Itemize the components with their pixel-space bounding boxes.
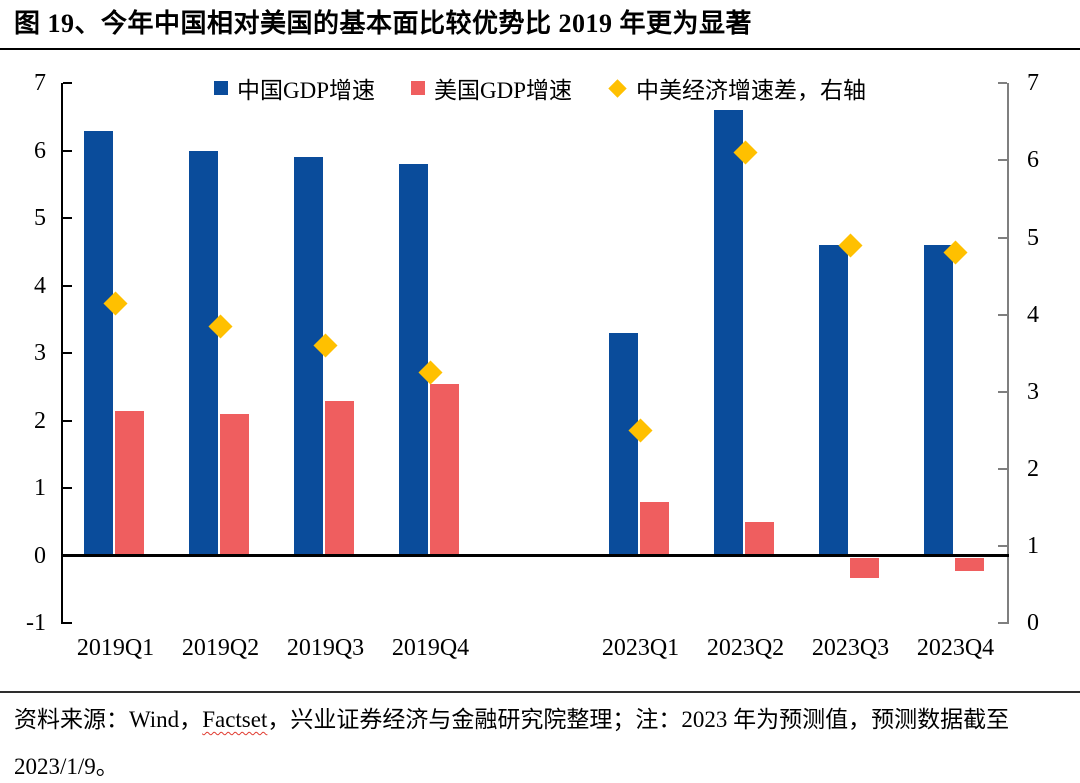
x-axis-label: 2019Q1	[76, 635, 155, 661]
right-axis-tick-label: 6	[1027, 147, 1039, 173]
left-axis-tick-label: 2	[34, 407, 46, 434]
china-gdp-swatch-icon	[213, 81, 228, 95]
x-axis-label: 2023Q1	[601, 635, 680, 661]
china-gdp-bar	[924, 245, 953, 556]
right-axis-tick	[998, 622, 1007, 624]
zero-line	[61, 554, 1009, 557]
growth-gap-legend-label: 中美经济增速差，右轴	[636, 78, 867, 103]
right-axis-tick	[998, 467, 1007, 470]
left-axis-tick-label: 1	[34, 475, 46, 501]
right-axis-tick-label: 5	[1027, 224, 1039, 251]
china-gdp-bar	[84, 130, 113, 556]
source-note-factset: Factset	[202, 707, 268, 732]
x-axis-label: 2023Q4	[916, 635, 995, 661]
source-note-prefix: 资料来源：Wind，	[14, 707, 203, 732]
chart-legend: 中国GDP增速 美国GDP增速 中美经济增速差，右轴	[0, 71, 1080, 105]
us-gdp-legend-label: 美国GDP增速	[434, 78, 573, 103]
right-axis-tick-label: 7	[1027, 70, 1039, 96]
china-gdp-bar	[399, 164, 428, 556]
us-gdp-bar	[850, 557, 879, 578]
legend-item-us-gdp: 美国GDP增速	[411, 71, 572, 105]
legend-item-china-gdp: 中国GDP增速	[213, 71, 375, 105]
us-gdp-bar	[955, 557, 984, 571]
left-axis-line	[61, 83, 63, 624]
right-axis-tick-label: 2	[1027, 455, 1039, 482]
left-axis-tick-label: -1	[26, 610, 46, 636]
china-gdp-bar	[819, 245, 848, 556]
china-gdp-bar	[189, 150, 218, 556]
right-axis-tick	[998, 390, 1007, 393]
us-gdp-bar	[745, 522, 774, 556]
right-axis-tick-label: 3	[1027, 378, 1039, 405]
left-axis-tick-label: 5	[34, 205, 46, 231]
right-axis-tick	[998, 82, 1007, 84]
left-axis-tick	[63, 217, 72, 219]
source-note-suffix: ，兴业证券经济与金融研究院整理；注：2023 年为预测值，预测数据截至 2023…	[14, 707, 1010, 779]
right-axis-tick-label: 1	[1027, 533, 1039, 559]
right-axis-tick-label: 4	[1027, 301, 1039, 328]
left-axis-tick	[63, 419, 72, 422]
figure-title: 图 19、今年中国相对美国的基本面比较优势比 2019 年更为显著	[14, 9, 753, 38]
left-axis-tick	[63, 352, 72, 354]
left-axis-tick-label: 7	[34, 70, 46, 96]
x-axis-label: 2023Q2	[706, 635, 785, 661]
right-axis-line	[1007, 83, 1009, 624]
title-divider	[0, 48, 1080, 50]
us-gdp-swatch-icon	[411, 81, 425, 95]
right-axis-tick-label: 0	[1027, 610, 1039, 636]
china-gdp-bar	[714, 110, 743, 556]
china-gdp-bar	[294, 157, 323, 556]
us-gdp-bar	[325, 400, 354, 556]
left-axis-tick	[63, 82, 72, 84]
us-gdp-bar	[640, 501, 669, 556]
x-axis-label: 2019Q4	[391, 635, 470, 661]
left-axis-tick	[63, 284, 72, 287]
left-axis-tick	[63, 149, 72, 152]
left-axis-tick	[63, 622, 72, 624]
x-axis-label: 2019Q3	[286, 635, 365, 661]
left-axis-tick-label: 3	[34, 340, 46, 366]
x-axis-label: 2023Q3	[811, 635, 890, 661]
left-axis-tick	[63, 487, 72, 489]
us-gdp-bar	[220, 414, 249, 556]
right-axis-tick	[998, 545, 1007, 547]
left-axis-tick-label: 4	[34, 272, 46, 299]
x-axis-label: 2019Q2	[181, 635, 260, 661]
right-axis-tick	[998, 313, 1007, 316]
right-axis-tick	[998, 159, 1007, 161]
us-gdp-bar	[430, 383, 459, 556]
us-gdp-bar	[115, 410, 144, 556]
china-gdp-bar	[609, 333, 638, 556]
left-axis-tick-label: 0	[34, 542, 46, 569]
right-axis-tick	[998, 236, 1007, 239]
source-note: 资料来源：Wind，Factset，兴业证券经济与金融研究院整理；注：2023 …	[0, 691, 1080, 783]
left-axis-tick-label: 6	[34, 137, 46, 164]
china-gdp-legend-label: 中国GDP增速	[236, 78, 375, 103]
legend-item-growth-gap: 中美经济增速差，右轴	[608, 71, 866, 105]
